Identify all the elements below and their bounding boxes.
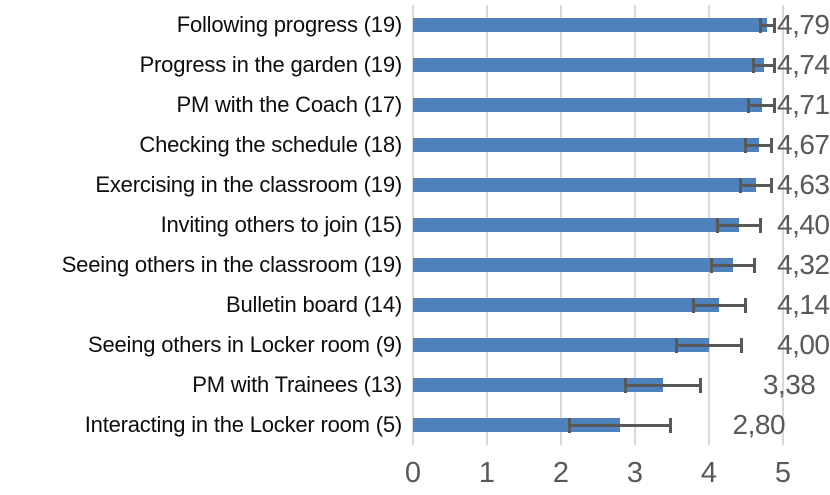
category-label: Exercising in the classroom (19) xyxy=(95,172,402,197)
error-bar-cap-right xyxy=(669,417,673,433)
error-bar xyxy=(748,103,775,107)
error-bar-cap-left xyxy=(738,177,742,193)
value-label: 4,74 xyxy=(777,49,830,80)
error-bar-cap-left xyxy=(751,57,755,73)
category-label: Following progress (19) xyxy=(176,12,402,37)
error-bar-cap-right xyxy=(773,17,777,33)
value-label: 2,80 xyxy=(732,409,786,440)
category-label: PM with Trainees (13) xyxy=(192,372,402,397)
bar xyxy=(413,298,720,312)
bar xyxy=(413,178,756,192)
category-label: Interacting in the Locker room (5) xyxy=(84,412,402,437)
error-bar xyxy=(753,63,775,67)
category-label: Checking the schedule (18) xyxy=(139,132,402,157)
error-bar-cap-right xyxy=(758,217,762,233)
x-axis-tick-label: 4 xyxy=(700,457,718,489)
gridline xyxy=(782,5,784,445)
error-bar-cap-left xyxy=(691,297,695,313)
error-bar xyxy=(625,383,701,387)
bar xyxy=(413,218,739,232)
error-bar-cap-left xyxy=(758,17,762,33)
error-bar xyxy=(693,303,746,307)
category-label: Progress in the garden (19) xyxy=(139,52,403,77)
error-bar-cap-right xyxy=(773,97,777,113)
error-bar-cap-left xyxy=(709,257,713,273)
category-label: PM with the Coach (17) xyxy=(176,92,403,117)
error-bar xyxy=(676,343,742,347)
error-bar-cap-left xyxy=(623,377,627,393)
category-label: Bulletin board (14) xyxy=(226,292,402,317)
x-axis-tick-label: 5 xyxy=(774,457,792,489)
x-axis-tick-label: 1 xyxy=(478,457,496,489)
error-bar-cap-right xyxy=(770,137,774,153)
value-label: 4,40 xyxy=(777,209,830,240)
error-bar xyxy=(569,423,671,427)
bar xyxy=(413,378,664,392)
error-bar-cap-right xyxy=(769,177,773,193)
bar xyxy=(413,18,768,32)
error-bar-cap-right xyxy=(772,57,776,73)
error-bar-cap-left xyxy=(674,337,678,353)
error-bar xyxy=(717,223,761,227)
error-bar-cap-right xyxy=(740,337,744,353)
error-bar-cap-left xyxy=(743,137,747,153)
bar xyxy=(413,258,733,272)
bar xyxy=(413,338,709,352)
value-label: 4,00 xyxy=(777,329,830,360)
value-label: 4,71 xyxy=(777,89,830,120)
error-bar-cap-right xyxy=(743,297,747,313)
x-axis-tick-label: 0 xyxy=(404,457,422,489)
error-bar-cap-left xyxy=(568,417,572,433)
error-bar-cap-right xyxy=(699,377,703,393)
error-bar-cap-left xyxy=(746,97,750,113)
value-label: 4,32 xyxy=(777,249,830,280)
category-label: Seeing others in Locker room (9) xyxy=(88,332,402,357)
bar xyxy=(413,58,764,72)
error-bar xyxy=(745,143,772,147)
error-bar xyxy=(760,23,775,27)
error-bar xyxy=(711,263,755,267)
category-label: Inviting others to join (15) xyxy=(160,212,403,237)
error-bar-cap-left xyxy=(715,217,719,233)
error-bar xyxy=(740,183,772,187)
x-axis-tick-label: 3 xyxy=(626,457,644,489)
x-axis-tick-label: 2 xyxy=(552,457,570,489)
bar xyxy=(413,98,762,112)
value-label: 4,67 xyxy=(777,129,830,160)
bar xyxy=(413,138,759,152)
value-label: 4,63 xyxy=(777,169,830,200)
category-label: Seeing others in the classroom (19) xyxy=(61,252,402,277)
value-label: 4,14 xyxy=(777,289,830,320)
value-label: 3,38 xyxy=(762,369,816,400)
value-label: 4,79 xyxy=(777,9,830,40)
error-bar-cap-right xyxy=(752,257,756,273)
